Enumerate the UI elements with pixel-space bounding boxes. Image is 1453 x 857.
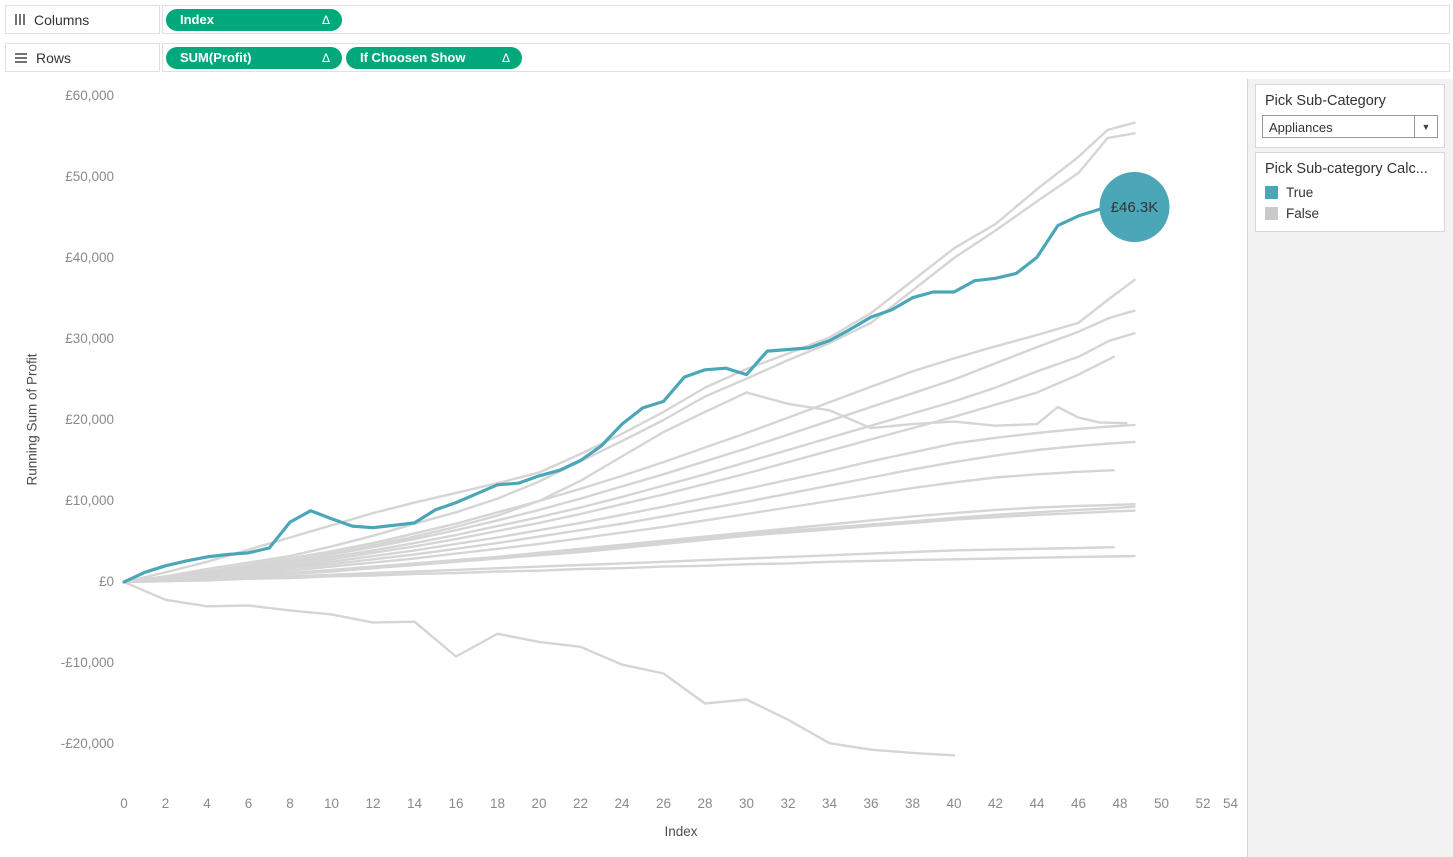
series-line[interactable]: [122, 423, 1136, 584]
x-tick-label: 30: [738, 796, 755, 811]
x-tick-label: 52: [1195, 796, 1211, 811]
columns-shelf-label: Columns: [34, 11, 90, 28]
x-tick-label: 32: [780, 796, 796, 811]
delta-icon: Δ: [321, 12, 330, 27]
x-tick-label: 50: [1153, 796, 1170, 811]
legend-label-true: True: [1286, 185, 1314, 200]
series-line[interactable]: [122, 580, 956, 757]
series-line[interactable]: [122, 132, 1136, 584]
x-tick-label: 14: [406, 796, 423, 811]
filter-card: Pick Sub-Category Appliances ▼: [1255, 84, 1445, 148]
x-tick-label: 8: [286, 796, 294, 811]
sub-category-dropdown[interactable]: Appliances ▼: [1262, 115, 1438, 138]
x-tick-label: 28: [697, 796, 713, 811]
side-panel: Pick Sub-Category Appliances ▼ Pick Sub-…: [1247, 79, 1453, 857]
rows-shelf-drop-area[interactable]: SUM(Profit) Δ If Choosen Show Δ: [162, 43, 1450, 72]
x-tick-label: 2: [161, 796, 170, 811]
y-tick-label: £10,000: [65, 493, 114, 508]
endpoint-annotation-label: £46.3K: [1111, 199, 1159, 216]
series-line[interactable]: [122, 121, 1136, 584]
y-tick-label: -£10,000: [60, 655, 114, 670]
x-tick-label: 12: [365, 796, 381, 811]
series-line[interactable]: [122, 469, 1116, 584]
x-tick-label: 16: [448, 796, 464, 811]
columns-shelf-label-box: Columns: [5, 5, 160, 34]
pill-sum-profit-label: SUM(Profit): [180, 50, 252, 65]
x-tick-label: 22: [572, 796, 589, 811]
x-tick-label: 42: [987, 796, 1004, 811]
pill-if-choosen-show[interactable]: If Choosen Show Δ: [346, 46, 522, 69]
rows-shelf-label: Rows: [36, 49, 72, 66]
line-chart[interactable]: £46.3K: [0, 79, 1246, 857]
rows-shelf: Rows SUM(Profit) Δ If Choosen Show Δ: [5, 43, 1450, 72]
series-line[interactable]: [122, 509, 1136, 584]
series-line[interactable]: [122, 391, 1128, 584]
filter-card-title: Pick Sub-Category: [1265, 93, 1386, 109]
x-tick-label: 36: [863, 796, 879, 811]
line-chart-pane: Running Sum of Profit £60,000 £50,000 £40,…: [0, 79, 1246, 857]
x-tick-label: 38: [904, 796, 921, 811]
y-tick-label: £30,000: [65, 331, 114, 346]
x-tick-label: 44: [1029, 796, 1045, 811]
y-tick-label: -£20,000: [60, 736, 114, 751]
y-tick-label: £0: [98, 574, 114, 589]
legend-label-false: False: [1286, 206, 1320, 221]
series-line[interactable]: [122, 332, 1136, 584]
legend-item-true[interactable]: True: [1256, 182, 1444, 203]
sub-category-dropdown-value: Appliances: [1269, 120, 1333, 135]
x-tick-label: 6: [244, 796, 253, 811]
delta-icon: Δ: [501, 50, 510, 65]
y-tick-label: £50,000: [65, 169, 114, 184]
endpoint-annotation-circle[interactable]: [1099, 172, 1170, 242]
x-tick-label: 34: [821, 796, 838, 811]
chevron-down-icon: ▼: [1421, 121, 1431, 132]
x-tick-label: 10: [323, 796, 340, 811]
x-tick-label: 18: [489, 796, 506, 811]
columns-icon: [15, 14, 25, 25]
pill-index[interactable]: Index Δ: [166, 8, 342, 31]
x-tick-label: 48: [1112, 796, 1128, 811]
highlighted-series-line[interactable]: [122, 205, 1122, 584]
x-tick-label: 4: [203, 796, 211, 811]
rows-icon: [15, 52, 27, 63]
series-line[interactable]: [122, 440, 1136, 584]
legend-swatch-true: [1265, 186, 1278, 199]
series-line[interactable]: [122, 355, 1116, 584]
x-tick-label: 0: [120, 796, 128, 811]
x-tick-label: 24: [614, 796, 630, 811]
pill-sum-profit[interactable]: SUM(Profit) Δ: [166, 46, 342, 69]
x-tick-label: 40: [946, 796, 962, 811]
pill-index-label: Index: [180, 12, 214, 27]
x-tick-label: 46: [1070, 796, 1087, 811]
x-tick-label: 54: [1222, 796, 1239, 811]
legend-card-title: Pick Sub-category Calc...: [1265, 161, 1428, 177]
series-line[interactable]: [122, 554, 1136, 584]
x-axis-title: Index: [664, 824, 698, 839]
legend-swatch-false: [1265, 207, 1278, 220]
columns-shelf: Columns Index Δ: [5, 5, 1450, 34]
x-tick-label: 26: [655, 796, 672, 811]
series-line[interactable]: [122, 278, 1136, 584]
legend-item-false[interactable]: False: [1256, 203, 1444, 224]
x-tick-label: 20: [531, 796, 547, 811]
y-tick-label: £20,000: [65, 412, 114, 427]
series-line[interactable]: [122, 546, 1116, 584]
columns-shelf-drop-area[interactable]: Index Δ: [162, 5, 1450, 34]
delta-icon: Δ: [321, 50, 330, 65]
y-tick-label: £60,000: [65, 88, 114, 103]
dropdown-arrow-button[interactable]: ▼: [1414, 116, 1437, 137]
pill-if-choosen-show-label: If Choosen Show: [360, 50, 466, 65]
legend-card: Pick Sub-category Calc... True False: [1255, 152, 1445, 232]
y-tick-label: £40,000: [65, 250, 114, 265]
rows-shelf-label-box: Rows: [5, 43, 160, 72]
